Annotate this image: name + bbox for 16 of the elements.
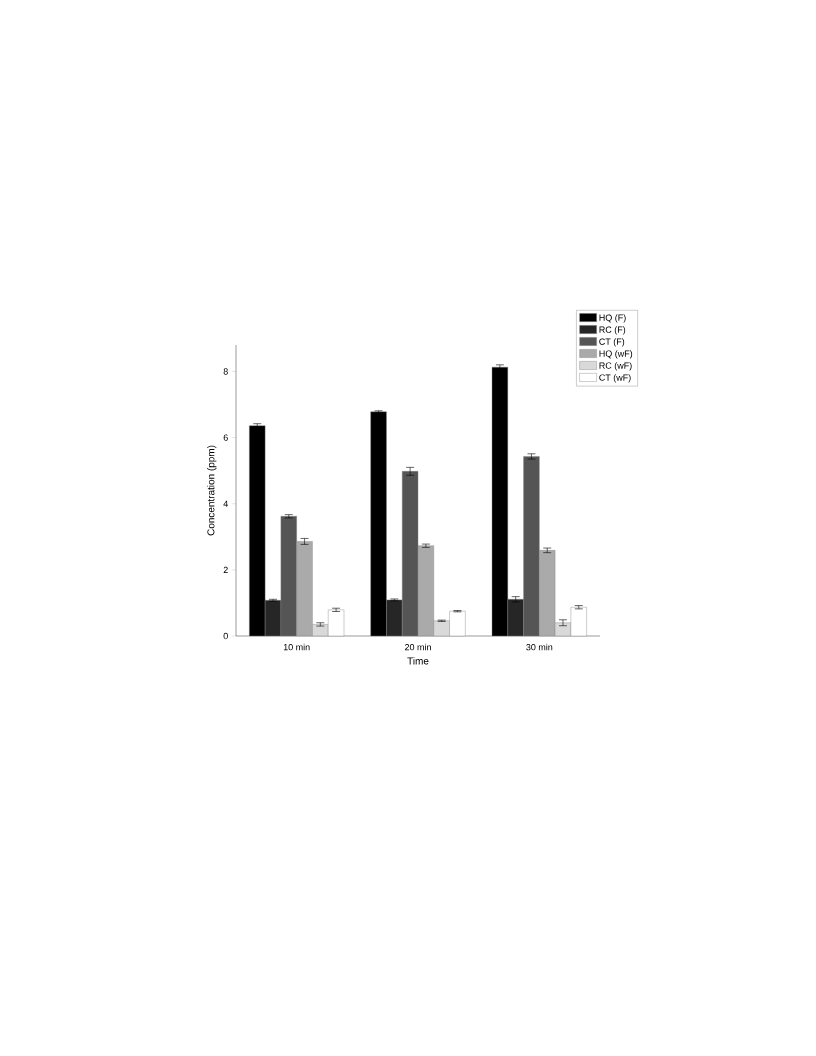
legend-label: CT (F) — [599, 338, 625, 347]
x-tick-label: 10 min — [283, 643, 310, 651]
legend-label: CT (wF) — [599, 374, 631, 383]
x-tick-label: 20 min — [405, 643, 431, 651]
x-axis-title: Time — [407, 657, 429, 665]
y-axis-title: Concentration (ppm) — [207, 445, 217, 536]
legend-label: HQ (F) — [599, 314, 626, 323]
legend-label: RC (wF) — [599, 362, 632, 371]
y-tick-label: 4 — [223, 500, 228, 507]
legend-label: HQ (wF) — [599, 350, 633, 359]
x-tick-label: 30 min — [526, 643, 553, 651]
y-tick-label: 6 — [223, 434, 228, 441]
y-tick-label: 2 — [223, 566, 228, 573]
y-tick-label: 0 — [223, 632, 228, 640]
y-tick-label: 8 — [223, 368, 228, 375]
legend-label: RC (F) — [599, 326, 626, 335]
